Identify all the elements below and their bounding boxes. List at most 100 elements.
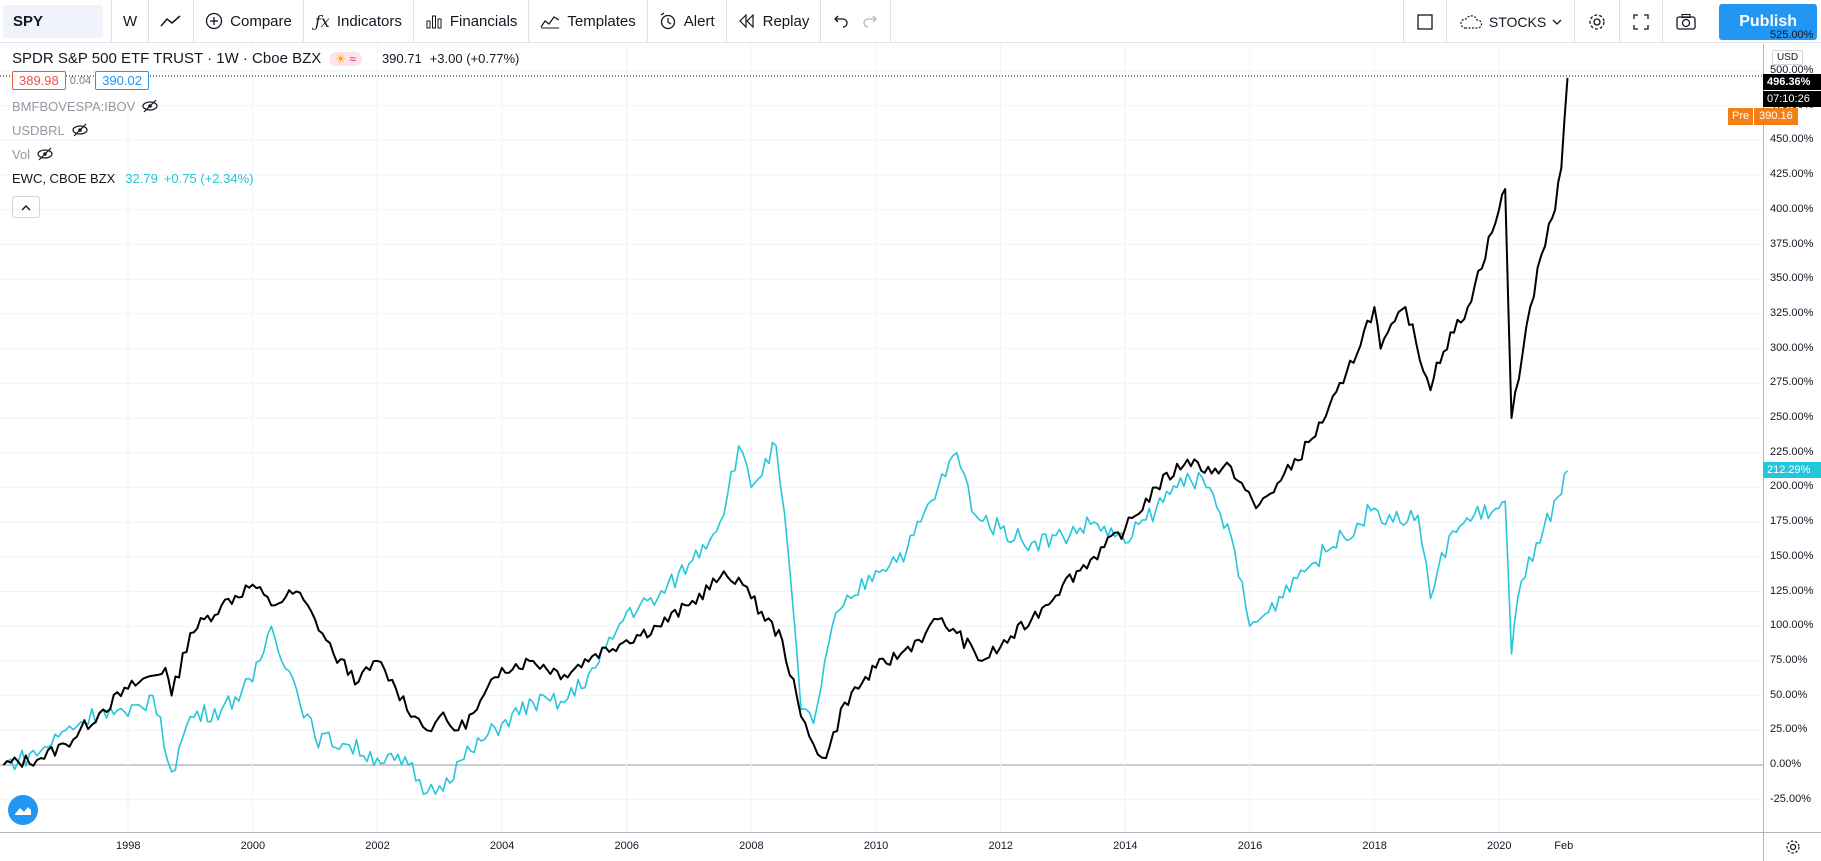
premarket-flag: Pre 390.16	[1728, 108, 1798, 125]
time-tick-label: 2020	[1487, 840, 1512, 852]
legend-collapse-button[interactable]	[12, 196, 40, 218]
time-tick-label: 2004	[489, 840, 515, 852]
time-tick-label: 2014	[1113, 840, 1138, 852]
compare-price: 32.79	[125, 170, 158, 186]
spy-flag-text: 496.36%	[1767, 76, 1811, 88]
alert-label: Alert	[683, 12, 715, 30]
pre-label: Pre	[1728, 108, 1754, 125]
time-tick-label: 2000	[240, 840, 266, 852]
legend-symbol-title[interactable]: SPDR S&P 500 ETF TRUST · 1W · Cboe BZX	[12, 50, 322, 67]
study-name: BMFBOVESPA:IBOV	[12, 98, 136, 114]
market-status-icon: ☀ ≈	[329, 51, 362, 66]
price-tick-label: 200.00%	[1770, 480, 1814, 493]
replay-label: Replay	[762, 12, 810, 30]
top-toolbar: SPY W Compare ƒx Indicators Financials T…	[0, 0, 1821, 43]
price-tick-label: 375.00%	[1770, 237, 1814, 250]
hidden-study-ibov[interactable]: BMFBOVESPA:IBOV	[12, 94, 519, 118]
interval-label: W	[123, 12, 138, 30]
legend-title-row: SPDR S&P 500 ETF TRUST · 1W · Cboe BZX ☀…	[12, 50, 519, 67]
countdown-text: 07:10:26	[1767, 93, 1810, 105]
cloud-icon	[1460, 14, 1483, 29]
chart-settings-button[interactable]	[1763, 832, 1821, 861]
price-tick-label: 450.00%	[1770, 133, 1814, 146]
price-tick-label: 0.00%	[1770, 758, 1802, 770]
fullscreen-button[interactable]	[1619, 0, 1662, 43]
time-tick-label: 1998	[116, 840, 141, 852]
compare-series-legend[interactable]: EWC, CBOE BZX 32.79 +0.75 (+2.34%)	[12, 166, 519, 190]
templates-label: Templates	[567, 12, 636, 30]
time-tick-label: 2010	[863, 840, 889, 852]
undo-button[interactable]	[821, 0, 852, 43]
price-tick-label: 300.00%	[1770, 341, 1814, 354]
eye-hidden-icon[interactable]	[36, 147, 54, 161]
compare-symbol: EWC, CBOE BZX	[12, 170, 116, 186]
symbol-search[interactable]: SPY	[3, 4, 103, 38]
time-axis[interactable]: 1998 2000 2002 2004 2006 2008 2010 2012 2014 2016…	[0, 832, 1763, 861]
interval-button[interactable]: W	[111, 0, 150, 43]
bid-ask-row: 389.98 0.04 390.02	[12, 71, 519, 90]
save-layout-button[interactable]: STOCKS	[1445, 0, 1574, 43]
price-tick-label: 425.00%	[1770, 168, 1814, 181]
pre-value: 390.16	[1753, 108, 1798, 125]
plus-circle-icon	[206, 12, 223, 30]
chart-canvas[interactable]	[0, 44, 1763, 832]
chevron-down-icon	[1552, 19, 1562, 25]
publish-button[interactable]: Publish	[1719, 3, 1817, 40]
compare-change: +0.75 (+2.34%)	[163, 170, 254, 186]
chart-pane[interactable]	[0, 44, 1763, 832]
eye-hidden-icon[interactable]	[71, 123, 89, 137]
spread-value: 0.04	[69, 74, 92, 87]
price-tick-label: 100.00%	[1770, 619, 1814, 632]
price-tick-label: 275.00%	[1770, 376, 1814, 389]
gear-icon	[1589, 13, 1605, 30]
gear-icon	[1785, 840, 1800, 854]
price-tick-label: 225.00%	[1770, 445, 1814, 458]
square-icon	[1417, 13, 1433, 30]
currency-label[interactable]: USD	[1772, 50, 1804, 65]
study-name: Vol	[12, 146, 31, 162]
countdown-flag: 07:10:26	[1763, 91, 1821, 107]
bar-chart-icon	[426, 15, 442, 29]
symbol-label: SPY	[13, 12, 44, 30]
price-tick-label: 525.00%	[1770, 29, 1814, 42]
financials-label: Financials	[449, 12, 518, 30]
alarm-clock-icon	[660, 12, 675, 30]
price-tick-label: 50.00%	[1770, 688, 1808, 701]
settings-button[interactable]	[1574, 0, 1619, 43]
eye-hidden-icon[interactable]	[141, 99, 159, 113]
price-tick-label: 25.00%	[1770, 723, 1808, 736]
ask-price[interactable]: 390.02	[95, 71, 149, 90]
series-line-ewc[interactable]	[2, 441, 1569, 796]
study-name: USDBRL	[12, 122, 65, 138]
time-tick-label: 2018	[1362, 840, 1387, 852]
series-line-spy[interactable]	[2, 77, 1569, 768]
price-axis[interactable]: 525.00%500.00%475.00%450.00%425.00%400.0…	[1763, 29, 1821, 832]
redo-icon	[863, 15, 878, 28]
layout-button[interactable]	[1402, 0, 1446, 43]
undo-icon	[834, 15, 848, 28]
compare-button[interactable]: Compare	[194, 0, 304, 43]
indicators-button[interactable]: ƒx Indicators	[304, 0, 414, 43]
price-tick-label: 125.00%	[1770, 584, 1814, 597]
toolbar-right: STOCKS Publish	[1402, 0, 1821, 43]
hidden-study-usdbrl[interactable]: USDBRL	[12, 118, 519, 142]
bid-price[interactable]: 389.98	[12, 71, 66, 90]
time-tick-label: 2008	[739, 840, 764, 852]
time-tick-label: 2002	[365, 840, 390, 852]
publish-label: Publish	[1739, 12, 1797, 30]
redo-button[interactable]	[852, 0, 892, 43]
tradingview-logo[interactable]	[8, 795, 38, 825]
time-tick-label: 2016	[1237, 840, 1263, 852]
camera-icon	[1676, 13, 1696, 30]
hidden-study-vol[interactable]: Vol	[12, 142, 519, 166]
financials-button[interactable]: Financials	[414, 0, 530, 43]
templates-button[interactable]: Templates	[529, 0, 648, 43]
time-tick-label: 2006	[614, 840, 640, 852]
indicators-label: Indicators	[336, 12, 402, 30]
fx-icon: ƒx	[314, 11, 330, 31]
chart-style-button[interactable]	[149, 0, 195, 43]
replay-button[interactable]: Replay	[727, 0, 822, 43]
alert-button[interactable]: Alert	[648, 0, 727, 43]
snapshot-button[interactable]	[1662, 0, 1709, 43]
chevron-up-icon	[21, 204, 31, 210]
